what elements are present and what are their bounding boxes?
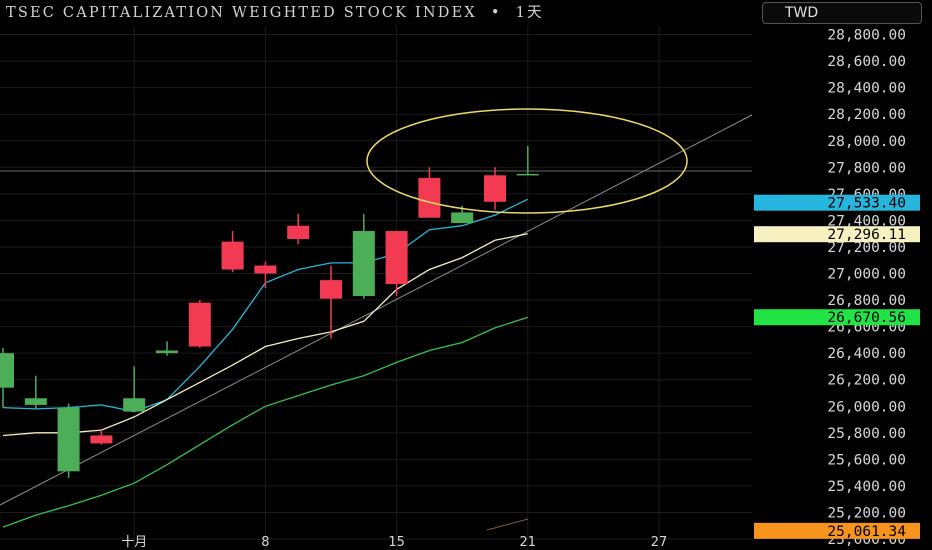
price-tick-label: 27,200.00: [827, 240, 906, 256]
ma-line-3: [2, 316, 528, 528]
price-tick-label: 27,000.00: [827, 267, 906, 283]
price-tick-label: 26,400.00: [827, 346, 906, 362]
price-label-box: [754, 226, 920, 243]
interval-label[interactable]: 1天: [515, 5, 544, 21]
price-tick-label: 28,800.00: [827, 28, 906, 44]
chart-header: TSEC CAPITALIZATION WEIGHTED STOCK INDEX…: [0, 0, 755, 26]
price-tick-label: 25,200.00: [827, 505, 906, 521]
price-tick-label: 27,800.00: [827, 160, 906, 176]
candle-body: [90, 435, 113, 444]
price-tick-label: 28,200.00: [827, 107, 906, 123]
grid: [0, 26, 752, 550]
candle-body: [57, 407, 80, 472]
circle-annotation[interactable]: [366, 108, 688, 214]
candle-body: [320, 280, 342, 299]
price-label-text: 27,296.11: [827, 227, 906, 243]
time-tick-label: 27: [651, 535, 668, 550]
candle-body: [484, 175, 506, 202]
highlight-ellipse[interactable]: [366, 108, 688, 214]
symbol-title: TSEC CAPITALIZATION WEIGHTED STOCK INDEX: [6, 5, 477, 21]
price-tick-label: 25,800.00: [827, 426, 906, 442]
price-tick-label: 25,400.00: [827, 479, 906, 495]
candle-body: [254, 265, 277, 274]
candlesticks: [0, 146, 539, 478]
candle-body: [418, 177, 441, 218]
price-axis[interactable]: 25,000.0025,200.0025,400.0025,600.0025,8…: [827, 28, 906, 548]
candle-body: [516, 173, 539, 176]
price-tick-label: 28,600.00: [827, 54, 906, 70]
ma-line-2: [2, 233, 528, 437]
small-segment: [486, 518, 529, 531]
time-tick-label: 21: [520, 535, 537, 550]
candle-body: [188, 302, 211, 347]
price-label-box: [754, 522, 920, 539]
time-tick-label: 8: [261, 535, 269, 550]
price-tick-label: 28,400.00: [827, 81, 906, 97]
currency-button[interactable]: TWD: [762, 2, 922, 24]
candle-body: [221, 241, 244, 270]
price-tick-label: 26,200.00: [827, 373, 906, 389]
candle-body: [451, 212, 474, 224]
candle-body: [352, 231, 375, 297]
price-label-text: 25,061.34: [827, 524, 906, 540]
candle-body: [156, 350, 178, 354]
candle-body: [0, 353, 14, 388]
time-axis[interactable]: 十月 8 15 21 27: [121, 535, 667, 550]
price-label-text: 27,533.40: [827, 196, 906, 212]
candle-body: [123, 398, 146, 412]
time-tick-label: 十月: [121, 535, 147, 550]
candle-body: [287, 225, 310, 239]
price-tick-label: 26,800.00: [827, 293, 906, 309]
time-tick-label: 15: [388, 535, 405, 550]
price-labels: 27,533.40 27,296.11 26,670.56 25,061.34: [754, 194, 920, 540]
price-tick-label: 26,000.00: [827, 399, 906, 415]
candle-body: [385, 231, 408, 285]
candle-body: [24, 398, 47, 405]
separator-dot: •: [490, 5, 502, 21]
price-label-box: [754, 194, 920, 211]
price-tick-label: 27,400.00: [827, 213, 906, 229]
price-label-text: 26,670.56: [827, 310, 906, 326]
price-tick-label: 28,000.00: [827, 134, 906, 150]
price-tick-label: 25,600.00: [827, 452, 906, 468]
price-label-box: [754, 309, 920, 326]
